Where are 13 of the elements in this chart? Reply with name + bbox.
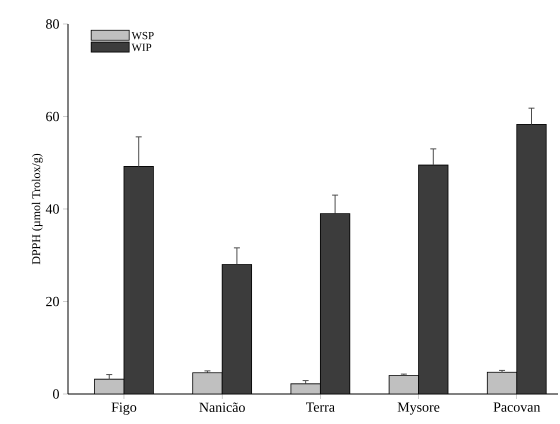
y-tick-label: 60 <box>46 112 59 122</box>
y-tick-label: 40 <box>46 204 59 214</box>
y-tick-label: 20 <box>46 296 59 306</box>
y-tick-label: 80 <box>46 19 59 29</box>
y-axis-title: DPPH (µmol Trolox/g) <box>32 154 43 264</box>
legend-label: WSP <box>132 32 154 40</box>
x-tick-label: Terra <box>306 402 335 412</box>
y-tick-label: 0 <box>53 389 59 399</box>
legend-label: WIP <box>132 44 152 52</box>
x-tick-label: Mysore <box>398 402 440 415</box>
x-tick-label: Figo <box>112 402 136 415</box>
x-tick-label: Nanicão <box>199 402 245 412</box>
x-tick-label: Pacovan <box>494 402 540 412</box>
